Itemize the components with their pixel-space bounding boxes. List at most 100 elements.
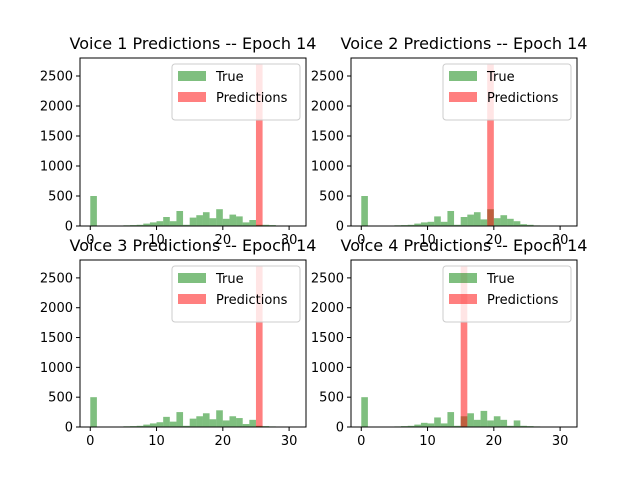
y-tick-label: 2000 [311, 100, 344, 115]
bar-true [454, 425, 461, 427]
x-tick-label: 20 [486, 233, 503, 248]
bar-true [136, 224, 144, 226]
bar-true [90, 397, 97, 427]
bar-true [480, 219, 488, 226]
bar-true [196, 215, 203, 226]
bar-true [447, 211, 455, 226]
legend: True Predictions [442, 63, 572, 121]
bar-true [183, 224, 190, 226]
subplot-2: 0 10 20 30 0 500 1000 1500 2000 2500 Voice 2 Predi… [311, 34, 588, 248]
axes-frame [79, 57, 307, 227]
legend-label-predictions: Predictions [487, 293, 559, 308]
x-tick-label: 0 [357, 233, 365, 248]
bar-predictions [255, 266, 263, 427]
bar-true [420, 222, 428, 226]
x-tick-label: 20 [486, 434, 503, 449]
y-tick-label: 500 [48, 190, 73, 205]
bar-true [196, 416, 203, 427]
bar-true [427, 221, 435, 226]
bar-true [236, 418, 243, 427]
bar-true [440, 221, 448, 226]
bar-true [216, 209, 223, 226]
bar-true [361, 196, 368, 226]
bar-true [136, 425, 144, 427]
legend-swatch-true [178, 71, 206, 81]
legend-swatch-predictions [449, 294, 477, 304]
legend-swatch-true [449, 273, 477, 283]
legend-label-true: True [215, 70, 244, 85]
legend-swatch-predictions [449, 92, 477, 102]
legend-swatch-predictions [178, 92, 206, 102]
x-tick-label: 10 [148, 233, 165, 248]
bar-true [487, 420, 494, 427]
bar-true [222, 420, 230, 427]
bar-true [176, 211, 184, 226]
y-tick-label: 0 [65, 421, 73, 436]
legend: True Predictions [171, 265, 301, 323]
x-tick-label: 30 [552, 434, 569, 449]
bar-true [434, 216, 441, 226]
y-tick-label: 0 [336, 421, 344, 436]
bar-true [526, 224, 534, 226]
bar-true [407, 224, 415, 226]
axes-frame [350, 259, 578, 428]
bar-true [447, 412, 455, 427]
bar-true [229, 416, 237, 427]
bar-true [236, 216, 243, 226]
bar-true [242, 424, 250, 427]
y-tick-label: 2000 [40, 301, 73, 316]
x-tick-label: 10 [419, 434, 436, 449]
x-tick-label: 0 [86, 233, 94, 248]
bar-true [249, 419, 256, 427]
legend-label-true: True [486, 272, 515, 287]
bar-true [149, 222, 157, 226]
y-tick-label: 0 [65, 220, 73, 235]
series-predictions-bars [487, 64, 494, 226]
bar-true [183, 425, 190, 427]
bar-true [493, 218, 501, 226]
bar-true [520, 425, 527, 427]
bar-true [169, 221, 177, 226]
y-tick-label: 500 [48, 391, 73, 406]
x-tick-label: 30 [552, 233, 569, 248]
legend-label-predictions: Predictions [216, 91, 288, 106]
y-tick-label: 1000 [311, 160, 344, 175]
y-tick-label: 500 [319, 190, 344, 205]
x-tick-label: 30 [281, 233, 298, 248]
x-tick-label: 10 [419, 233, 436, 248]
legend-label-true: True [486, 70, 515, 85]
bar-true [500, 419, 508, 427]
x-tick-label: 0 [86, 434, 94, 449]
bar-true [209, 419, 217, 427]
bar-predictions [255, 64, 263, 226]
bar-true [414, 424, 421, 427]
legend-label-predictions: Predictions [216, 293, 288, 308]
bar-true [202, 413, 210, 427]
bar-true [249, 220, 256, 226]
bar-true [176, 412, 184, 427]
bar-true [163, 416, 170, 427]
y-tick-label: 2500 [311, 70, 344, 85]
y-tick-label: 1000 [311, 361, 344, 376]
bar-true [216, 410, 223, 427]
bar-true [520, 224, 527, 226]
x-tick-label: 20 [215, 434, 232, 449]
y-tick-label: 500 [319, 391, 344, 406]
bar-true [454, 224, 461, 226]
bar-predictions [487, 64, 494, 226]
bar-true [156, 422, 164, 427]
y-tick-label: 2500 [311, 271, 344, 286]
bar-true [163, 217, 170, 226]
axes-frame [79, 259, 307, 428]
bar-true [467, 214, 474, 226]
y-tick-label: 0 [336, 220, 344, 235]
x-tick-label: 20 [215, 233, 232, 248]
legend-swatch-predictions [178, 294, 206, 304]
series-predictions-bars [460, 266, 468, 427]
x-tick-label: 10 [148, 434, 165, 449]
y-tick-label: 1000 [40, 361, 73, 376]
chart-title: Voice 2 Predictions -- Epoch 14 [341, 34, 588, 53]
bar-true [229, 214, 237, 226]
bar-true [202, 212, 210, 226]
